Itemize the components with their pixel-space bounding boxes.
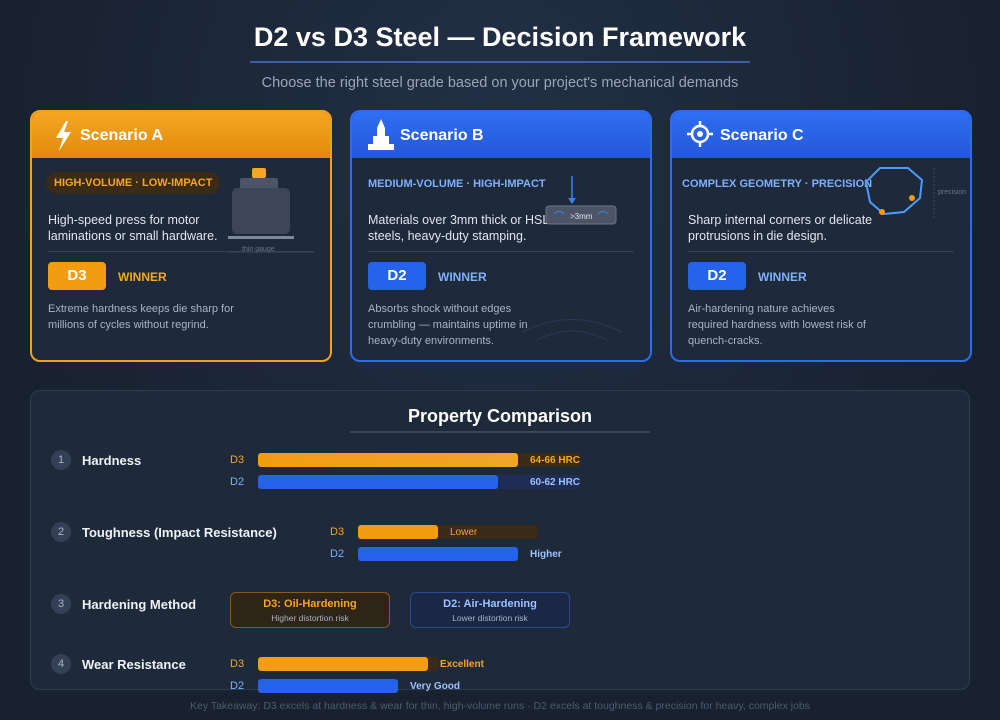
press-illustration	[228, 168, 314, 253]
grade-label: D3	[230, 658, 245, 670]
target-icon	[687, 121, 713, 147]
scenario-card: Scenario C COMPLEX GEOMETRY · PRECISION …	[670, 110, 972, 362]
property-number: 1	[51, 450, 71, 470]
page-title: D2 vs D3 Steel — Decision Framework	[253, 22, 747, 52]
card-header	[672, 112, 970, 158]
material-illustration	[545, 176, 617, 225]
card-title: Scenario B	[400, 127, 484, 144]
rationale: Air-hardening nature achieves required h…	[688, 303, 866, 347]
bar-label: Excellent	[440, 659, 484, 670]
card-header	[352, 112, 650, 158]
grade-label: D3	[230, 454, 245, 466]
subtitle: Choose the right steel grade based on yo…	[261, 75, 739, 91]
scenario-description: High-speed press for motor laminations o…	[48, 213, 218, 243]
bar	[258, 475, 498, 489]
divider	[688, 251, 954, 252]
bar-label: Higher	[530, 549, 562, 560]
scenario-tag: COMPLEX GEOMETRY · PRECISION	[682, 178, 873, 190]
card-header	[32, 112, 330, 158]
property-name: Hardening Method	[82, 597, 197, 612]
shock-waves	[521, 319, 623, 341]
option-box: D2: Air-Hardening Lower distortion risk	[410, 592, 570, 628]
footer-note: Key Takeaway: D3 excels at hardness & we…	[190, 700, 810, 712]
panel-title: Property Comparison	[407, 406, 593, 426]
divider	[48, 251, 314, 252]
bar	[358, 525, 438, 539]
grade-label: D2	[230, 476, 245, 488]
press-icon	[368, 119, 394, 150]
panel-underline	[350, 431, 650, 433]
bolt-icon	[56, 121, 71, 151]
scenario-tag: HIGH-VOLUME · LOW-IMPACT	[46, 172, 221, 194]
verdict: WINNER	[758, 270, 807, 284]
bar-label: 64-66 HRC	[530, 455, 581, 466]
scenario-card: Scenario A HIGH-VOLUME · LOW-IMPACT High…	[30, 110, 332, 362]
property-name: Wear Resistance	[82, 657, 186, 672]
bar	[258, 453, 518, 467]
scenario-description: Sharp internal corners or delicate protr…	[688, 213, 873, 243]
illustration-label: thin gauge	[242, 246, 275, 253]
grade-label: D2	[230, 680, 245, 692]
title-underline	[250, 61, 750, 63]
option-note: Higher distortion risk	[271, 613, 349, 623]
property-number: 3	[51, 594, 71, 614]
card-title: Scenario C	[720, 127, 804, 144]
bar	[258, 679, 398, 693]
option-box: D3: Oil-Hardening Higher distortion risk	[230, 592, 390, 628]
illustration-label: >3mm	[570, 212, 593, 221]
bar-label: Lower	[450, 527, 478, 538]
bar-label: Very Good	[410, 681, 461, 692]
divider	[368, 251, 634, 252]
bar	[358, 547, 518, 561]
option-note: Lower distortion risk	[452, 613, 528, 623]
property-name: Hardness	[82, 453, 142, 468]
option-title: D3: Oil-Hardening	[263, 598, 357, 610]
property-number: 4	[51, 654, 71, 674]
grade-label: D2	[330, 548, 345, 560]
grade-badge: D3	[48, 262, 106, 290]
verdict: WINNER	[438, 270, 487, 284]
property-number: 2	[51, 522, 71, 542]
grade-badge: D2	[368, 262, 426, 290]
illustration-label: precision	[938, 189, 967, 196]
scenario-card: Scenario B MEDIUM-VOLUME · HIGH-IMPACT M…	[350, 110, 652, 362]
option-title: D2: Air-Hardening	[443, 598, 537, 610]
bar-label: 60-62 HRC	[530, 477, 581, 488]
scenario-description: Materials over 3mm thick or HSLA steels,…	[368, 213, 557, 243]
card-title: Scenario A	[80, 127, 163, 144]
bar	[258, 657, 428, 671]
comparison-panel	[30, 390, 970, 690]
geometry-illustration	[864, 167, 935, 218]
rationale: Extreme hardness keeps die sharp for mil…	[48, 303, 234, 331]
grade-badge: D2	[688, 262, 746, 290]
rationale: Absorbs shock without edges crumbling — …	[368, 303, 528, 347]
grade-label: D3	[330, 526, 345, 538]
verdict: WINNER	[118, 270, 167, 284]
property-name: Toughness (Impact Resistance)	[82, 525, 277, 540]
scenario-tag: MEDIUM-VOLUME · HIGH-IMPACT	[368, 178, 546, 190]
